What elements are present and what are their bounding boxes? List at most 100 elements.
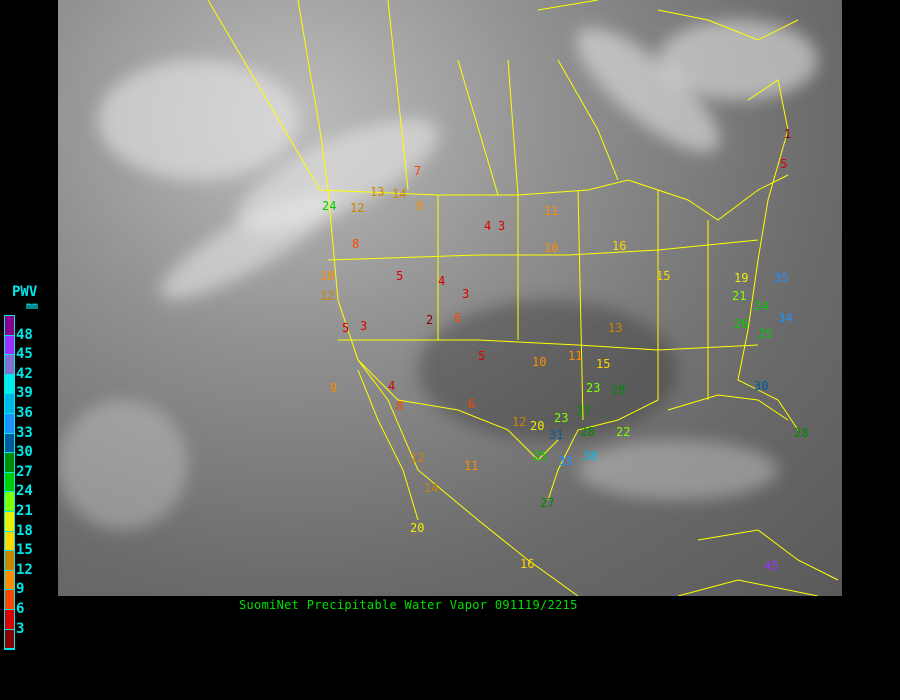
legend-swatch xyxy=(5,472,14,493)
legend-label: 30 xyxy=(16,444,33,461)
station-pwv-value: 45 xyxy=(764,559,779,573)
station-pwv-value: 6 xyxy=(468,397,476,411)
political-borders xyxy=(207,0,839,596)
station-pwv-value: 27 xyxy=(576,404,591,418)
legend-swatch xyxy=(5,453,14,473)
station-pwv-value: 20 xyxy=(530,419,545,433)
legend-swatch xyxy=(5,492,14,512)
station-pwv-value: 9 xyxy=(416,199,424,213)
legend-label: 48 xyxy=(16,326,33,343)
satellite-map[interactable]: 24 12 13 14 9 10 8 7 4 3 5 2 4 3 11 10 12 5 6 10 8 9 3 4 5 6 12 11 1… xyxy=(58,0,842,596)
station-pwv-value: 23 xyxy=(586,381,601,395)
station-pwv-value: 13 xyxy=(370,185,385,199)
station-pwv-value: 8 xyxy=(396,399,404,413)
station-pwv-value: 24 xyxy=(322,199,337,213)
legend-swatch xyxy=(5,629,14,650)
station-pwv-value: 16 xyxy=(612,239,627,253)
station-pwv-value: 22 xyxy=(616,425,631,439)
station-pwv-value: 8 xyxy=(352,237,360,251)
station-pwv-value: 34 xyxy=(778,311,793,325)
legend-swatch xyxy=(5,394,14,414)
legend-label: 33 xyxy=(16,424,33,441)
station-pwv-value: 11 xyxy=(568,349,583,363)
legend-label: 39 xyxy=(16,385,33,402)
legend-swatch xyxy=(5,609,14,630)
station-pwv-value: 3 xyxy=(360,319,368,333)
legend-label: 21 xyxy=(16,503,33,519)
station-pwv-value: 10 xyxy=(532,355,547,369)
borders-overlay xyxy=(207,0,839,596)
station-pwv-value: 28 xyxy=(794,426,809,440)
station-pwv-value: 35 xyxy=(774,271,789,285)
station-pwv-value: 19 xyxy=(734,271,749,285)
station-pwv-value: 25 xyxy=(533,449,548,463)
legend-swatch xyxy=(5,531,14,552)
legend-label: 15 xyxy=(16,542,33,559)
station-pwv-value: 3 xyxy=(462,287,470,301)
legend-label: 18 xyxy=(16,522,33,539)
legend-label: 3 xyxy=(16,620,25,637)
legend-swatch xyxy=(5,433,14,454)
station-pwv-value: 4 xyxy=(484,219,492,233)
station-pwv-value: 16 xyxy=(520,557,535,571)
legend-swatch xyxy=(5,335,14,356)
station-pwv-value: 12 xyxy=(410,451,425,465)
station-pwv-value: 14 xyxy=(424,481,439,495)
station-pwv-value: 5 xyxy=(342,321,350,335)
map-caption: SuomiNet Precipitable Water Vapor 091119… xyxy=(239,598,578,612)
station-pwv-value: 21 xyxy=(732,289,747,303)
station-pwv-value: 11 xyxy=(544,204,559,218)
station-pwv-value: 29 xyxy=(611,383,626,397)
legend-label: 24 xyxy=(16,483,33,500)
station-pwv-value: 10 xyxy=(544,241,559,255)
station-pwv-value: 4 xyxy=(388,379,396,393)
station-pwv-value: 5 xyxy=(780,157,788,171)
station-pwv-value: 5 xyxy=(478,349,486,363)
legend-label: 36 xyxy=(16,405,33,421)
pwv-legend: PWV mm 48 45 42 39 36 33 30 27 24 21 18 15 12 9 6 3 xyxy=(4,284,60,684)
legend-swatch xyxy=(5,316,14,336)
station-pwv-value: 26 xyxy=(734,317,749,331)
station-pwv-value: 15 xyxy=(596,357,611,371)
legend-label: 45 xyxy=(16,346,33,363)
station-pwv-value: 38 xyxy=(583,449,598,463)
legend-label: 6 xyxy=(16,601,25,617)
station-pwv-value: 7 xyxy=(414,164,422,178)
station-pwv-value: 11 xyxy=(464,459,479,473)
station-pwv-value: 31 xyxy=(549,428,564,442)
station-pwv-value: 1 xyxy=(784,127,792,141)
station-pwv-value: 4 xyxy=(438,274,446,288)
station-pwv-value: 20 xyxy=(410,521,425,535)
station-pwv-value: 27 xyxy=(540,496,555,510)
station-pwv-value: 6 xyxy=(454,311,462,325)
station-pwv-value: 13 xyxy=(608,321,623,335)
legend-swatch xyxy=(5,590,14,610)
station-pwv-value: 30 xyxy=(754,379,769,393)
legend-label: 42 xyxy=(16,365,33,382)
station-pwv-value: 28 xyxy=(580,425,595,439)
legend-swatch xyxy=(5,374,14,395)
legend-label: 9 xyxy=(16,581,25,598)
legend-swatch xyxy=(5,551,14,571)
legend-label: 12 xyxy=(16,561,33,578)
legend-swatch xyxy=(5,570,14,591)
station-pwv-value: 25 xyxy=(758,327,773,341)
station-pwv-value: 5 xyxy=(396,269,404,283)
station-pwv-value: 15 xyxy=(656,269,671,283)
station-pwv-value: 9 xyxy=(330,381,338,395)
legend-unit: mm xyxy=(26,301,39,312)
station-pwv-value: 3 xyxy=(498,219,506,233)
station-pwv-value: 12 xyxy=(512,415,527,429)
station-pwv-value: 12 xyxy=(320,289,335,303)
legend-swatch xyxy=(5,413,14,434)
station-pwv-value: 23 xyxy=(554,411,569,425)
station-pwv-value: 14 xyxy=(392,187,407,201)
station-pwv-value: 33 xyxy=(558,454,573,468)
legend-title: PWV xyxy=(12,284,38,300)
station-pwv-value: 12 xyxy=(350,201,365,215)
legend-swatch xyxy=(5,355,14,375)
station-pwv-value: 2 xyxy=(426,313,434,327)
legend-swatch xyxy=(5,511,14,532)
legend-color-bar xyxy=(4,315,15,651)
legend-label: 27 xyxy=(16,463,33,480)
